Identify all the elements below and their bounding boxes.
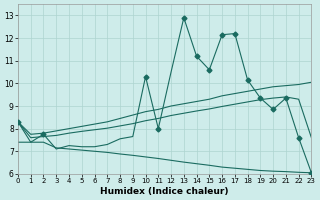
X-axis label: Humidex (Indice chaleur): Humidex (Indice chaleur) — [100, 187, 229, 196]
